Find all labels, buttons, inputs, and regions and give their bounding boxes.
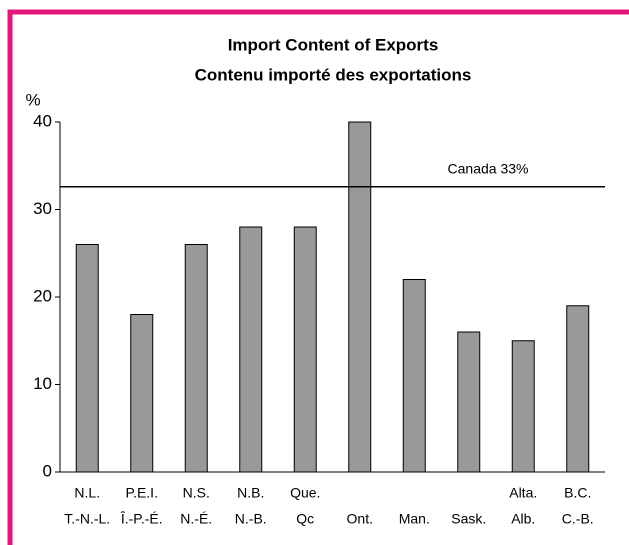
bar (402, 279, 426, 473)
x-tick-label: Î.-P.-É. (120, 511, 163, 527)
x-tick-label: Sask. (451, 511, 486, 527)
x-tick-label: P.E.I. (126, 485, 158, 501)
bar (566, 305, 590, 473)
chart-subtitle: Contenu importé des exportations (195, 65, 472, 84)
bar (239, 226, 263, 473)
bar (75, 244, 99, 473)
x-tick-label: N.-É. (180, 511, 212, 527)
x-tick-label: B.C. (564, 485, 591, 501)
x-tick-label: N.-B. (235, 511, 267, 527)
y-tick-label: 40 (33, 111, 52, 130)
x-tick-label: N.B. (237, 485, 264, 501)
y-tick-label: 0 (43, 461, 52, 480)
y-tick-label: 10 (33, 374, 52, 393)
bar (348, 121, 372, 473)
x-tick-label: Que. (290, 485, 320, 501)
x-tick-label: Alta. (509, 485, 537, 501)
x-tick-label: Ont. (347, 511, 373, 527)
y-tick-label: 30 (33, 199, 52, 218)
y-axis-label: % (25, 90, 40, 109)
x-tick-label: Qc (296, 511, 314, 527)
bar (293, 226, 317, 473)
reference-label: Canada 33% (448, 160, 529, 176)
bar (130, 314, 154, 473)
bar (457, 331, 481, 473)
frame (7, 9, 629, 545)
x-tick-label: Man. (399, 511, 430, 527)
bar (511, 340, 535, 473)
x-tick-label: N.S. (183, 485, 210, 501)
x-tick-label: C.-B. (562, 511, 594, 527)
x-tick-label: Alb. (511, 511, 535, 527)
x-tick-label: T.-N.-L. (64, 511, 110, 527)
x-tick-label: N.L. (74, 485, 100, 501)
bar (184, 244, 208, 473)
y-tick-label: 20 (33, 286, 52, 305)
chart-title: Import Content of Exports (228, 35, 439, 54)
